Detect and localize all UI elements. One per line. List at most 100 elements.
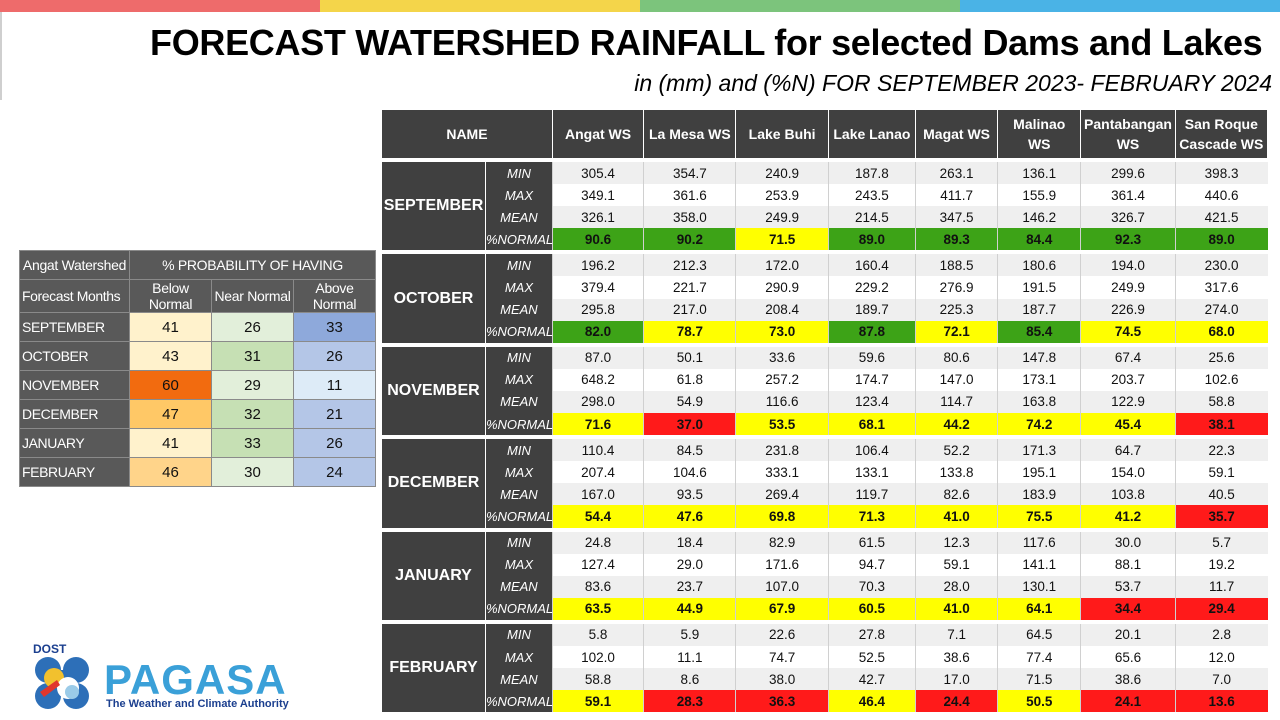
rainfall-value: 84.5	[643, 439, 736, 462]
rainfall-value: 18.4	[643, 531, 736, 554]
percent-normal-value: 90.2	[643, 228, 736, 251]
percent-normal-value: 47.6	[643, 505, 736, 528]
rainfall-value: 2.8	[1174, 623, 1268, 646]
rainfall-value: 229.2	[827, 276, 916, 299]
forecast-row-min: OCTOBER MIN 196.2 212.3 172.0 160.4 188.5 180.6…	[382, 254, 1268, 343]
probability-table: Angat Watershed % PROBABILITY OF HAVING …	[19, 250, 377, 487]
month-separator-cell	[382, 342, 1268, 347]
percent-normal-value: 24.4	[914, 690, 998, 713]
rainfall-value: 61.8	[643, 368, 736, 391]
station-header: La Mesa WS	[643, 110, 737, 158]
rainfall-value: 295.8	[551, 298, 644, 321]
rainfall-value: 208.4	[735, 298, 829, 321]
rainfall-value: 155.9	[997, 184, 1081, 207]
rainfall-value: 110.4	[551, 439, 644, 462]
pagasa-tagline: The Weather and Climate Authority	[106, 698, 289, 710]
rainfall-value: 23.7	[643, 575, 736, 598]
rainfall-value: 82.9	[735, 531, 829, 554]
rainfall-value: 263.1	[914, 162, 998, 185]
percent-normal-value: 68.0	[1174, 320, 1268, 343]
rainfall-value: 19.2	[1174, 553, 1268, 576]
rainfall-value: 22.6	[735, 623, 829, 646]
top-bar-segment-blue	[960, 0, 1280, 12]
rainfall-value: 94.7	[827, 553, 916, 576]
probability-month-label: JANUARY	[19, 428, 130, 458]
forecast-table: NAME Angat WS La Mesa WS Lake Buhi Lake Lan…	[382, 110, 1269, 713]
rainfall-value: 80.6	[914, 346, 998, 369]
rainfall-value: 299.6	[1080, 162, 1176, 185]
month-separator-cell	[382, 619, 1268, 624]
percent-normal-value: 71.3	[827, 505, 916, 528]
rainfall-value: 58.8	[551, 668, 644, 691]
rainfall-value: 146.2	[997, 206, 1081, 229]
stat-label: MIN	[485, 346, 553, 369]
rainfall-value: 305.4	[551, 162, 644, 185]
rainfall-value: 74.7	[735, 645, 829, 669]
rainfall-value: 17.0	[914, 668, 998, 691]
percent-normal-value: 36.3	[735, 690, 829, 713]
rainfall-value: 59.1	[1174, 461, 1268, 484]
rainfall-value: 361.4	[1080, 184, 1176, 207]
probability-header-row: Angat Watershed % PROBABILITY OF HAVING	[19, 250, 377, 280]
percent-normal-value: 75.5	[997, 505, 1081, 528]
station-header: Lake Buhi	[735, 110, 829, 158]
percent-normal-value: 84.4	[997, 228, 1081, 251]
rainfall-value: 58.8	[1174, 390, 1268, 414]
rainfall-value: 298.0	[551, 390, 644, 414]
forecast-row-max: MAX 102.0 11.1 74.7 52.5 38.6 77.4 65.6 12.0	[382, 645, 1268, 669]
month-separator	[382, 342, 1268, 347]
forecast-row-min: FEBRUARY MIN 5.8 5.9 22.6 27.8 7.1 64.5 20.1 2.8	[382, 623, 1268, 713]
percent-normal-value: 24.1	[1080, 690, 1176, 713]
percent-normal-value: 71.6	[551, 413, 644, 436]
rainfall-value: 22.3	[1174, 439, 1268, 462]
rainfall-value: 25.6	[1174, 346, 1268, 369]
rainfall-value: 5.8	[551, 623, 644, 646]
rainfall-value: 257.2	[735, 368, 829, 391]
month-label: JANUARY	[382, 531, 486, 620]
probability-month-label: NOVEMBER	[19, 370, 130, 400]
percent-normal-value: 72.1	[914, 320, 998, 343]
rainfall-value: 33.6	[735, 346, 829, 369]
rainfall-value: 379.4	[551, 276, 644, 299]
rainfall-value: 38.6	[914, 645, 998, 669]
forecast-row-max: MAX 207.4 104.6 333.1 133.1 133.8 195.1 154.0 59…	[382, 461, 1268, 484]
rainfall-value: 38.0	[735, 668, 829, 691]
rainfall-value: 290.9	[735, 276, 829, 299]
pagasa-wordmark: PAGASA	[104, 656, 287, 703]
rainfall-value: 87.0	[551, 346, 644, 369]
rainfall-value: 194.0	[1080, 254, 1176, 277]
rainfall-value: 133.8	[914, 461, 998, 484]
rainfall-value: 102.6	[1174, 368, 1268, 391]
forecast-row-normal: %NORMAL 54.4 47.6 69.8 71.3 41.0 75.5 41.2 35.7	[382, 505, 1268, 528]
forecast-row-min: DECEMBER MIN 110.4 84.5 231.8 106.4 52.2 171.3 6…	[382, 439, 1268, 528]
percent-normal-value: 45.4	[1080, 413, 1176, 436]
rainfall-value: 12.0	[1174, 645, 1268, 669]
stat-label: MEAN	[485, 206, 553, 229]
station-header: Pantabangan WS	[1080, 110, 1176, 158]
rainfall-value: 123.4	[827, 390, 916, 414]
percent-normal-value: 73.0	[735, 320, 829, 343]
rainfall-value: 8.6	[643, 668, 736, 691]
rainfall-value: 317.6	[1174, 276, 1268, 299]
station-header: Malinao WS	[997, 110, 1082, 158]
rainfall-value: 243.5	[827, 184, 916, 207]
stat-label: MAX	[485, 553, 553, 576]
rainfall-value: 7.0	[1174, 668, 1268, 691]
probability-value: 33	[211, 428, 294, 458]
stat-label: MAX	[485, 276, 553, 299]
left-divider-line	[0, 12, 2, 100]
forecast-row-normal: %NORMAL 59.1 28.3 36.3 46.4 24.4 50.5 24.1 13.6	[382, 690, 1268, 713]
probability-value: 21	[292, 399, 377, 429]
month-separator	[382, 250, 1268, 255]
probability-value: 31	[211, 341, 294, 371]
rainfall-value: 136.1	[997, 162, 1081, 185]
forecast-row-mean: MEAN 295.8 217.0 208.4 189.7 225.3 187.7 226.9 2…	[382, 298, 1268, 321]
forecast-row-max: MAX 648.2 61.8 257.2 174.7 147.0 173.1 203.7 102…	[382, 368, 1268, 391]
rainfall-value: 354.7	[643, 162, 736, 185]
rainfall-value: 187.7	[997, 298, 1081, 321]
stat-label: MEAN	[485, 575, 553, 598]
percent-normal-value: 53.5	[735, 413, 829, 436]
forecast-table-body: SEPTEMBER MIN 305.4 354.7 240.9 187.8 263.1 136…	[382, 158, 1268, 713]
stat-label: MIN	[485, 439, 553, 462]
probability-value: 43	[129, 341, 212, 371]
